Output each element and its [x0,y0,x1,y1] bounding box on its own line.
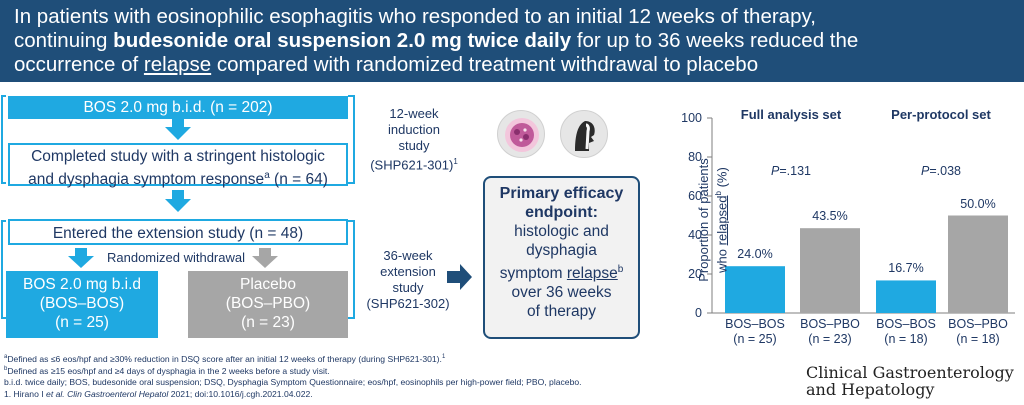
footnote-abbreviations: b.i.d. twice daily; BOS, budesonide oral… [4,377,582,387]
bar-category-label: BOS–BOS (n = 25) [725,317,785,346]
per-protocol-set-title: Per-protocol set [891,107,991,122]
extension-study-label: 36-week extension study (SHP621-302) [366,248,450,311]
p-value-per-protocol: P=.038 [921,164,961,178]
header-line-3: occurrence of relapse compared with rand… [14,53,759,76]
primary-endpoint-box: Primary efficacy endpoint: histologic an… [483,176,640,339]
arrow-down-1 [165,118,191,140]
arrow-down-pbo [252,248,278,268]
y-tick-80: 80 [688,150,702,164]
bar-0-0 [725,266,785,313]
completed-line-1: Completed study with a stringent histolo… [31,148,325,165]
y-tick-20: 20 [688,267,702,281]
footnote-b: bDefined as ≥15 eos/hpf and ≥4 days of d… [4,365,330,376]
y-tick-100: 100 [681,111,702,125]
chart-bars [725,215,1008,313]
esophagus-icon [560,110,608,158]
y-tick-40: 40 [688,228,702,242]
bar-value-label: 50.0% [960,196,996,211]
completed-line-2: and dysphagia symptom responsea (n = 64) [28,170,328,189]
y-tick-0: 0 [695,306,702,320]
bar-value-label: 43.5% [812,209,848,224]
header-banner: In patients with eosinophilic esophagiti… [0,0,1024,82]
arrow-down-bos [68,248,94,268]
p-value-full: P=.131 [771,164,811,178]
arrow-down-2 [165,190,191,212]
bar-0-1 [800,228,860,313]
bos-start-box: BOS 2.0 mg b.i.d. (n = 202) [8,96,348,119]
bar-category-label: BOS–PBO (n = 18) [948,317,1008,346]
endpoint-title: Primary efficacy [499,185,624,202]
header-line-1: In patients with eosinophilic esophagiti… [14,5,816,28]
bos-bos-arm-box: BOS 2.0 mg b.i.d (BOS–BOS) (n = 25) [6,271,158,338]
induction-study-label: 12-week induction study (SHP621-301)1 [370,106,458,173]
y-tick-60: 60 [688,189,702,203]
footnote-reference: 1. Hirano I et al. Clin Gastroenterol He… [4,389,313,399]
full-analysis-set-title: Full analysis set [740,107,842,122]
eosinophil-cell-icon [497,110,545,158]
bos-pbo-arm-box: Placebo (BOS–PBO) (n = 23) [188,271,348,338]
header-drug-name: budesonide oral suspension 2.0 mg twice … [113,29,572,52]
footnote-a: aDefined as ≤6 eos/hpf and ≥30% reductio… [4,353,446,364]
journal-logo: Clinical Gastroenterology and Hepatology [806,363,1014,399]
bar-1-1 [948,215,1008,313]
bar-category-label: BOS–PBO (n = 23) [800,317,860,346]
completed-study-box: Completed study with a stringent histolo… [8,143,348,189]
bar-value-label: 16.7% [888,261,924,276]
entered-extension-box: Entered the extension study (n = 48) [8,219,348,245]
arrow-right-icon [447,264,472,290]
bar-category-label: BOS–BOS (n = 18) [876,317,936,346]
header-line-2: continuing budesonide oral suspension 2.… [14,29,859,52]
bar-value-label: 24.0% [737,247,773,262]
bar-1-0 [876,280,936,313]
randomized-withdrawal-label: Randomized withdrawal [106,250,245,265]
